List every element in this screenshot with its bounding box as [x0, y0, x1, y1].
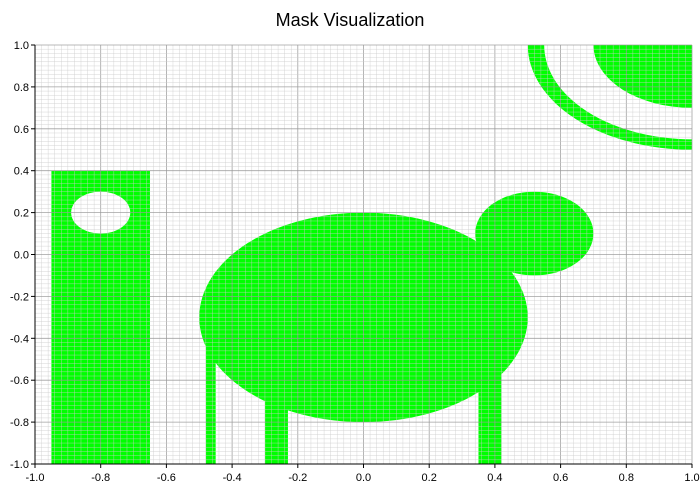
- mask-leg-2: [264, 401, 288, 464]
- mask-layer: [51, 45, 692, 464]
- x-tick-label: -1.0: [26, 472, 45, 484]
- y-tick-label: 0.6: [14, 124, 29, 136]
- x-tick-label: -0.4: [223, 472, 242, 484]
- x-tick-label: 1.0: [684, 472, 699, 484]
- mask-leg-3: [478, 369, 502, 464]
- x-tick-label: 0.2: [422, 472, 437, 484]
- y-tick-label: -0.6: [10, 375, 29, 387]
- grid-layer: [34, 44, 693, 465]
- y-tick-label: 0.0: [14, 250, 29, 262]
- y-tick-label: 0.8: [14, 82, 29, 94]
- y-tick-label: -0.8: [10, 417, 29, 429]
- mask-quarter-disk: [593, 45, 692, 108]
- x-tick-label: 0.4: [487, 472, 502, 484]
- x-tick-label: -0.6: [157, 472, 176, 484]
- y-tick-label: -1.0: [10, 459, 29, 471]
- x-tick-label: 0.0: [356, 472, 371, 484]
- y-tick-label: 0.2: [14, 208, 29, 220]
- x-tick-label: -0.8: [91, 472, 110, 484]
- y-tick-label: 0.4: [14, 166, 29, 178]
- y-tick-label: -0.2: [10, 291, 29, 303]
- x-tick-label: 0.6: [553, 472, 568, 484]
- chart-title: Mask Visualization: [276, 10, 425, 30]
- y-tick-label: -0.4: [10, 333, 29, 345]
- x-tick-label: -0.2: [288, 472, 307, 484]
- axis-layer: -1.0 -0.8 -0.6 -0.4 -0.2 0.0 0.2 0.4 0.6 0.8 1.0 -1…: [10, 40, 700, 484]
- mask-shapes: [51, 45, 692, 464]
- y-tick-label: 1.0: [14, 40, 29, 52]
- x-tick-label: 0.8: [619, 472, 634, 484]
